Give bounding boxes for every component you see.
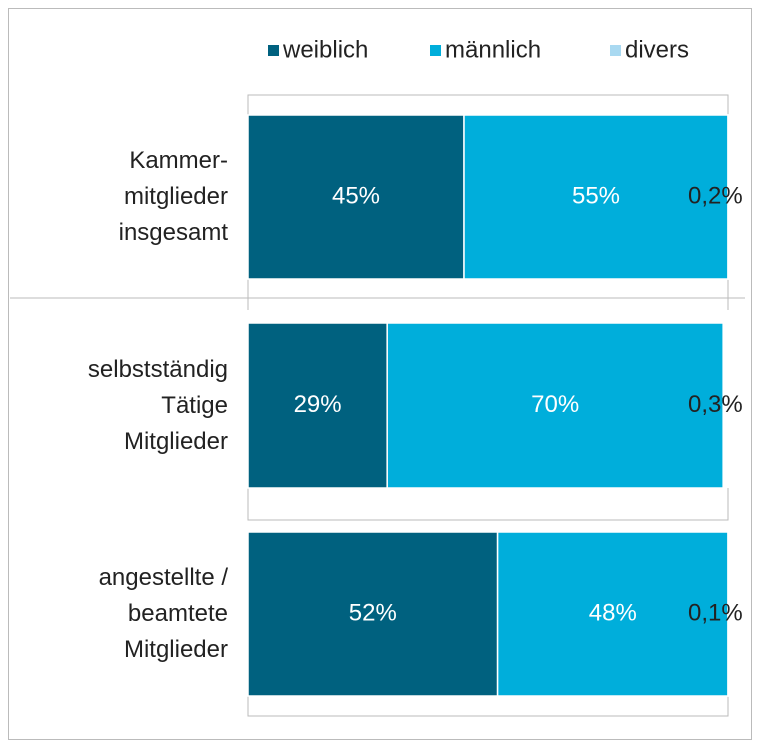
bar-segment [722, 322, 726, 489]
value-label: 70% [531, 391, 579, 418]
category-label: selbstständig Tätige Mitglieder [87, 355, 228, 455]
frame [8, 8, 752, 740]
legend-label: divers [625, 36, 689, 63]
category-label: Kammer- mitglieder insgesamt [118, 147, 228, 246]
bar-segment [463, 114, 729, 280]
value-label: 45% [332, 182, 380, 209]
bar-segment [247, 322, 388, 489]
bar-segment [247, 531, 499, 697]
legend-swatch [268, 45, 279, 56]
value-label: 48% [589, 599, 637, 626]
legend-swatch [610, 45, 621, 56]
bar-segment [247, 114, 465, 280]
legend-label: männlich [445, 36, 541, 63]
bar-segment [386, 322, 724, 489]
legend-swatch [430, 45, 441, 56]
value-label: 0,1% [688, 599, 743, 626]
value-label: 29% [294, 391, 342, 418]
value-label: 0,3% [688, 391, 743, 418]
value-label: 55% [572, 182, 620, 209]
category-label: angestellte / beamtete Mitglieder [98, 564, 228, 663]
value-label: 0,2% [688, 182, 743, 209]
axis-brackets [10, 94, 745, 717]
value-label: 52% [349, 599, 397, 626]
bar-segment [727, 114, 730, 280]
legend-label: weiblich [282, 36, 368, 63]
bar-segment [496, 531, 729, 697]
